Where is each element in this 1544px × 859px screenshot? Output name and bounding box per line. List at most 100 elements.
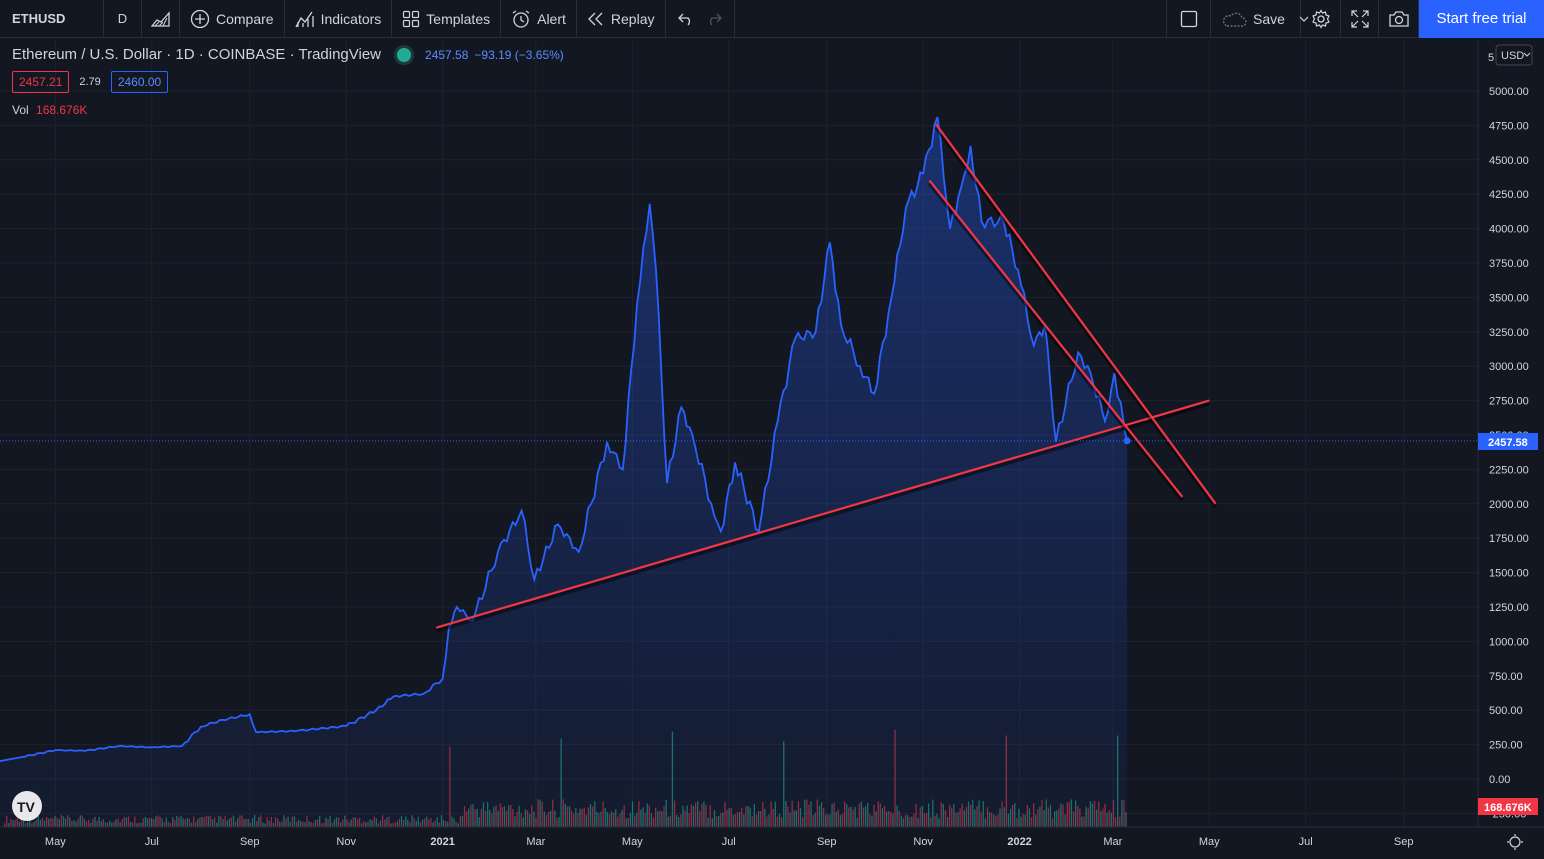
y-tick-label: 1000.00 [1489,636,1529,648]
price-axis[interactable]: 5000.00 4750.00 4500.00 4250.00 4000.00 3750.… [1477,40,1529,827]
top-toolbar: ETHUSD D Compare Indicators Templates Al… [0,0,1544,38]
x-tick-label: Jul [145,836,159,848]
chevron-down-icon [1299,16,1309,22]
x-tick-label: Mar [526,836,545,848]
save-label: Save [1253,10,1285,27]
y-tick-label: 5000.00 [1489,86,1529,98]
volume-legend-value: 168.676K [36,103,88,117]
trendline-3 [934,123,1217,505]
trendline-2 [928,179,1184,498]
camera-icon [1388,10,1410,28]
y-tick-label: 250.00 [1489,740,1523,752]
y-tick-label: 3250.00 [1489,327,1529,339]
x-tick-label: May [1199,836,1220,848]
indicators-icon [295,10,315,28]
rewind-icon [587,12,605,26]
templates-button[interactable]: Templates [392,0,502,38]
x-tick-label: May [622,836,643,848]
chart-legend: Ethereum / U.S. Dollar · 1D · COINBASE ·… [12,46,564,117]
trendlines[interactable] [435,123,1218,633]
y-tick-label: 1250.00 [1489,602,1529,614]
trendline-shadow [927,182,1184,502]
x-tick-label: May [45,836,66,848]
y-tick-label: 750.00 [1489,671,1523,683]
x-tick-label: Nov [336,836,356,848]
x-tick-label: Mar [1103,836,1122,848]
y-tick-label: 1750.00 [1489,533,1529,545]
price-area-fill [0,117,1128,828]
interval-button[interactable]: D [104,0,142,38]
fullscreen-button[interactable] [1341,0,1379,38]
replay-button[interactable]: Replay [577,0,666,38]
axis-top-partial-label: 5 [1488,52,1494,64]
legend-change: −93.19 (−3.65%) [474,47,564,62]
undo-icon [677,12,694,26]
x-tick-label: Jul [722,836,736,848]
y-tick-label: 2250.00 [1489,464,1529,476]
time-axis[interactable]: May Jul Sep Nov 2021 Mar May Jul Sep Nov 2022 Mar Ma… [0,826,1544,848]
volume-badge: 168.676K [1478,798,1538,815]
interval-label: D [117,11,128,26]
y-tick-label: 4750.00 [1489,120,1529,132]
y-tick-label: 2750.00 [1489,396,1529,408]
compare-button[interactable]: Compare [180,0,285,38]
last-price-badge-text: 2457.58 [1488,437,1528,449]
gear-icon [1311,8,1331,29]
start-free-trial-button[interactable]: Start free trial [1419,0,1544,38]
fullscreen-select-button[interactable] [1167,0,1211,38]
price-line [0,116,1128,762]
svg-text:TV: TV [17,799,36,815]
y-tick-label: 3750.00 [1489,258,1529,270]
tradingview-logo[interactable]: TV [12,791,42,821]
chart-style-button[interactable] [142,0,180,38]
currency-chevron-icon [1523,52,1531,57]
x-tick-label: 2022 [1007,836,1031,848]
snapshot-button[interactable] [1379,0,1419,38]
alarm-clock-icon [511,9,531,29]
currency-selector[interactable]: USD [1495,44,1533,66]
symbol-label: ETHUSD [12,11,66,26]
y-tick-label: 1500.00 [1489,568,1529,580]
y-tick-label: 500.00 [1489,705,1523,717]
x-tick-label: Nov [913,836,933,848]
x-tick-label: Sep [817,836,837,848]
spread-value: 2.79 [79,76,101,88]
volume-legend-label: Vol [12,103,29,117]
square-icon [1180,10,1198,28]
x-tick-label: Sep [240,836,260,848]
sell-price-button[interactable]: 2457.21 [12,71,70,93]
compare-label: Compare [216,10,274,27]
y-tick-label: 2000.00 [1489,499,1529,511]
alert-button[interactable]: Alert [501,0,577,38]
timezone-settings-icon[interactable] [1507,834,1523,850]
templates-grid-icon [402,10,420,28]
last-price-marker [1123,437,1131,445]
y-tick-label: 0.00 [1489,774,1510,786]
trendline-1 [435,399,1210,629]
settings-button[interactable] [1301,0,1341,38]
symbol-search[interactable]: ETHUSD [0,0,104,38]
indicators-label: Indicators [320,10,382,27]
save-button[interactable]: Save [1211,0,1309,38]
alert-label: Alert [537,10,566,27]
indicators-button[interactable]: Indicators [285,0,393,38]
legend-last-price: 2457.58 [425,47,469,62]
redo-button[interactable] [700,0,735,38]
currency-label: USD [1501,50,1524,62]
market-status-icon[interactable] [397,47,412,62]
x-tick-label: 2021 [430,836,454,848]
y-tick-label: 4500.00 [1489,155,1529,167]
last-price-badge: 2457.58 [1478,433,1538,450]
templates-label: Templates [426,10,491,27]
y-tick-label: 3500.00 [1489,292,1529,304]
volume-badge-text: 168.676K [1484,802,1532,814]
symbol-title[interactable]: Ethereum / U.S. Dollar · 1D · COINBASE ·… [12,46,382,63]
y-tick-label: 4000.00 [1489,224,1529,236]
x-tick-label: Sep [1394,836,1414,848]
undo-button[interactable] [666,0,700,38]
buy-price-button[interactable]: 2460.00 [110,71,169,93]
expand-icon [1350,9,1369,28]
x-tick-label: Jul [1299,836,1313,848]
replay-label: Replay [610,10,655,27]
